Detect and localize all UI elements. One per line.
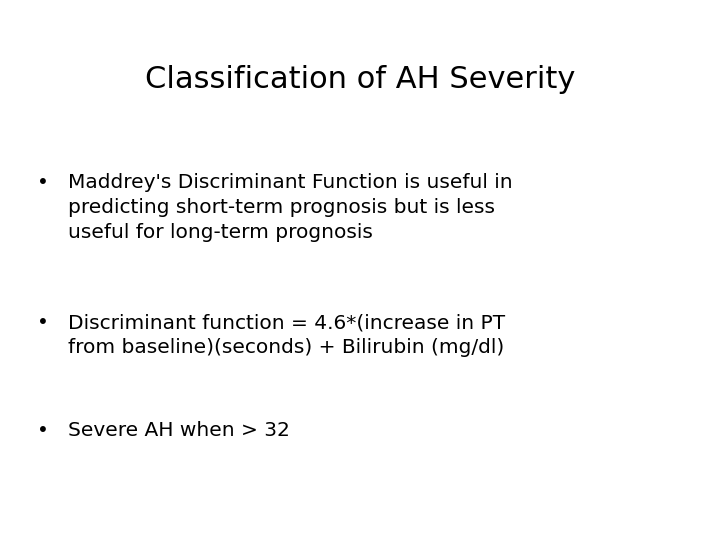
Text: •: • [37, 173, 49, 192]
Text: Maddrey's Discriminant Function is useful in
predicting short-term prognosis but: Maddrey's Discriminant Function is usefu… [68, 173, 513, 242]
Text: •: • [37, 313, 49, 332]
Text: Classification of AH Severity: Classification of AH Severity [145, 65, 575, 94]
Text: Severe AH when > 32: Severe AH when > 32 [68, 421, 290, 440]
Text: Discriminant function = 4.6*(increase in PT
from baseline)(seconds) + Bilirubin : Discriminant function = 4.6*(increase in… [68, 313, 505, 357]
Text: •: • [37, 421, 49, 440]
